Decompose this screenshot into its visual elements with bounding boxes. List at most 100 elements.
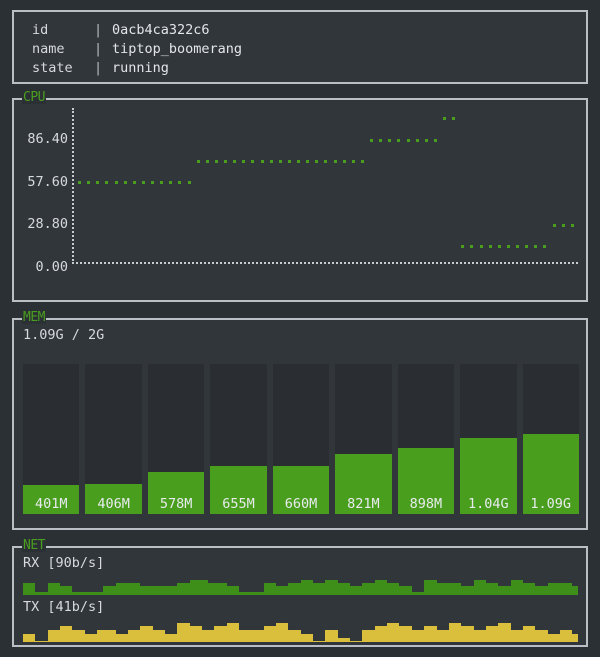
net-bar [566,582,573,595]
cpu-data-point [260,159,264,163]
net-bar [72,591,79,595]
net-bar [498,622,505,642]
net-bar [374,579,381,595]
net-bar [350,586,357,595]
net-bar [189,579,196,595]
net-bar [282,622,289,642]
mem-panel-title: MEM [22,310,46,325]
net-bar [418,591,425,595]
mem-bar-fill [85,484,142,514]
net-bar [510,579,517,595]
net-tx-sparkline [23,616,579,642]
info-row-value: tiptop_boomerang [112,41,243,57]
net-bar [430,626,437,642]
net-bar [164,634,172,642]
mem-bar: 406M [85,364,142,514]
cpu-x-axis [72,262,578,264]
net-bar [208,630,215,642]
net-bar [226,586,233,595]
mem-bar-value-label: 898M [409,496,443,512]
net-bar [442,630,449,642]
net-bar [152,630,159,642]
cpu-data-point [251,159,255,163]
cpu-y-tick-label: 57.60 [27,173,68,190]
net-bar [245,591,252,595]
net-bar [177,622,184,642]
net-bar [220,626,227,642]
net-bar [461,586,468,595]
net-bar [90,591,98,595]
net-bar [245,630,252,642]
net-bar [418,630,425,642]
net-bar [60,586,67,595]
container-info-panel: id | 0acb4ca322c6 name | tiptop_boomerang stat… [12,10,588,84]
mem-bar-fill [335,453,392,514]
cpu-y-axis [72,108,74,264]
net-bar [504,622,511,642]
net-bar [306,634,314,642]
cpu-data-point [178,181,182,185]
net-bar [306,579,314,595]
cpu-data-point [187,181,191,185]
cpu-data-point [169,181,173,185]
net-bar [368,630,375,642]
net-bar [109,630,116,642]
net-bar [411,591,418,595]
net-bar [325,630,332,642]
cpu-data-point [388,138,392,142]
mem-bar: 1.04G [460,364,517,514]
cpu-data-point [479,245,483,249]
net-bar [257,591,264,595]
mem-panel: MEM 1.09G / 2G 401M 406M 578M 655M 660M 821M 8… [12,311,588,530]
net-bar [97,630,104,642]
net-bar [127,630,135,642]
cpu-data-point [370,138,374,142]
cpu-data-point [141,181,145,185]
net-bar [214,582,221,595]
net-bar [485,626,493,642]
net-bar [47,582,54,595]
net-bar [226,622,233,642]
net-bar [269,582,277,595]
net-bar [35,641,42,642]
net-bar [467,626,474,642]
mem-total-label: 1.09G / 2G [23,327,105,343]
cpu-y-tick-label: 28.80 [27,216,68,233]
cpu-scatter-plot: 0.00 28.80 57.60 86.40 [14,100,586,300]
cpu-panel-title: CPU [22,90,46,105]
net-bar [510,630,517,642]
net-bar [60,626,67,642]
net-bar [374,626,381,642]
net-bar [232,586,240,595]
net-bar [23,634,30,642]
net-bar [424,579,431,595]
mem-bar-value-label: 578M [159,496,193,512]
net-bar [455,582,462,595]
mem-bar: 578M [147,364,205,514]
cpu-data-point [114,181,118,185]
net-bar [294,630,301,642]
net-bar [84,591,91,595]
net-bar [331,630,338,642]
cpu-data-point [525,245,529,249]
cpu-data-point [233,159,237,163]
net-bar [134,630,141,642]
cpu-data-point [287,159,291,163]
cpu-data-point [552,223,556,227]
net-bar [522,582,530,595]
net-bar [541,630,548,642]
net-bar [282,586,289,595]
net-bar [288,630,295,642]
net-bar [516,630,523,642]
cpu-data-point [224,159,228,163]
net-bar [337,638,344,642]
net-bar [171,586,178,595]
net-panel-title: NET [22,538,46,553]
mem-bar-value-label: 821M [347,496,380,512]
net-bar [436,630,443,642]
net-bar [559,582,567,595]
net-bar [276,586,283,595]
cpu-data-point [306,159,310,163]
net-bar [380,626,388,642]
net-bar [66,586,73,595]
